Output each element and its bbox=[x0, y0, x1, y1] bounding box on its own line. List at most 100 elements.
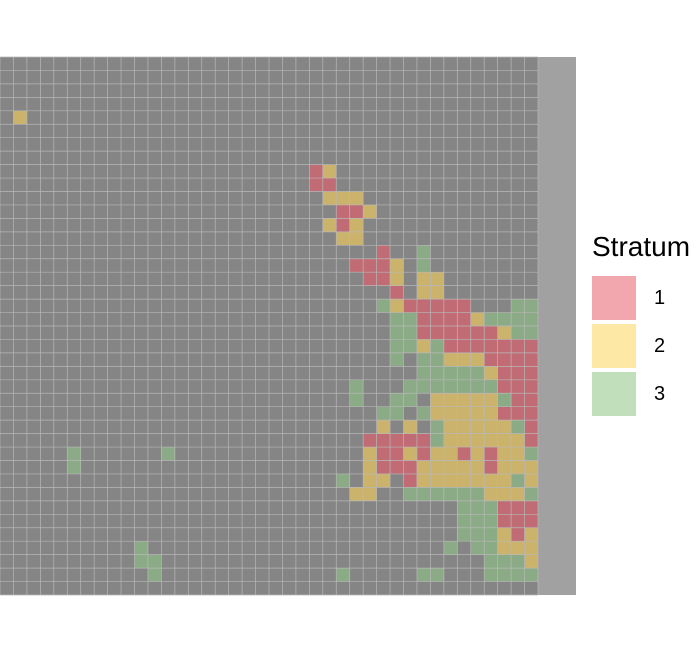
cell-stratum-3 bbox=[524, 312, 538, 326]
cell-stratum-3 bbox=[390, 312, 404, 326]
cell-stratum-2 bbox=[443, 406, 458, 421]
cell-stratum-3 bbox=[470, 500, 485, 515]
cell-stratum-3 bbox=[403, 326, 417, 340]
cell-stratum-1 bbox=[363, 258, 377, 273]
cell-stratum-1 bbox=[497, 352, 512, 367]
cell-stratum-3 bbox=[390, 393, 404, 407]
cell-stratum-3 bbox=[349, 393, 364, 407]
cell-stratum-3 bbox=[349, 379, 364, 394]
cell-stratum-1 bbox=[511, 514, 525, 528]
cell-stratum-1 bbox=[376, 447, 391, 461]
cell-stratum-1 bbox=[416, 326, 431, 340]
cell-stratum-1 bbox=[430, 312, 444, 326]
cell-stratum-1 bbox=[390, 460, 404, 474]
cell-stratum-3 bbox=[484, 527, 498, 542]
cell-stratum-1 bbox=[457, 339, 471, 353]
cell-stratum-3 bbox=[416, 366, 431, 380]
cell-stratum-2 bbox=[497, 473, 512, 488]
cell-stratum-2 bbox=[524, 541, 538, 555]
cell-stratum-2 bbox=[349, 191, 364, 205]
cell-stratum-2 bbox=[470, 447, 485, 461]
cell-stratum-2 bbox=[430, 447, 444, 461]
cell-stratum-3 bbox=[457, 514, 471, 528]
cell-stratum-2 bbox=[416, 285, 431, 300]
cell-stratum-2 bbox=[470, 420, 485, 434]
cell-stratum-2 bbox=[524, 473, 538, 488]
cell-stratum-2 bbox=[430, 406, 444, 421]
cell-stratum-1 bbox=[376, 245, 391, 259]
cell-stratum-2 bbox=[363, 204, 377, 219]
cell-stratum-3 bbox=[470, 527, 485, 542]
cell-stratum-2 bbox=[524, 527, 538, 542]
cell-stratum-3 bbox=[390, 339, 404, 353]
cell-stratum-3 bbox=[416, 258, 431, 273]
cell-stratum-1 bbox=[524, 379, 538, 394]
cell-stratum-1 bbox=[363, 272, 377, 286]
cell-stratum-3 bbox=[497, 554, 512, 569]
cell-stratum-3 bbox=[67, 447, 81, 461]
legend-label-1: 1 bbox=[654, 286, 666, 309]
cell-stratum-3 bbox=[524, 299, 538, 313]
cell-stratum-2 bbox=[470, 433, 485, 448]
cell-stratum-2 bbox=[470, 406, 485, 421]
cell-stratum-1 bbox=[524, 514, 538, 528]
cell-stratum-1 bbox=[416, 447, 431, 461]
cell-stratum-3 bbox=[457, 500, 471, 515]
cell-stratum-1 bbox=[511, 352, 525, 367]
cell-stratum-3 bbox=[470, 514, 485, 528]
cell-stratum-2 bbox=[511, 541, 525, 555]
cell-stratum-2 bbox=[430, 272, 444, 286]
cell-stratum-2 bbox=[390, 258, 404, 273]
legend: Stratum 1 2 3 bbox=[592, 230, 690, 418]
cell-stratum-1 bbox=[336, 204, 350, 219]
cell-stratum-2 bbox=[484, 420, 498, 434]
cell-stratum-3 bbox=[457, 379, 471, 394]
cell-stratum-2 bbox=[430, 285, 444, 300]
cell-stratum-2 bbox=[403, 447, 417, 461]
cell-stratum-1 bbox=[497, 366, 512, 380]
cell-stratum-2 bbox=[403, 420, 417, 434]
cell-stratum-2 bbox=[484, 406, 498, 421]
cell-stratum-1 bbox=[511, 366, 525, 380]
cell-stratum-2 bbox=[497, 447, 512, 461]
cell-stratum-3 bbox=[336, 473, 350, 488]
cell-stratum-3 bbox=[524, 447, 538, 461]
cell-stratum-2 bbox=[497, 326, 512, 340]
cell-stratum-3 bbox=[443, 366, 458, 380]
cell-stratum-1 bbox=[511, 500, 525, 515]
cell-stratum-3 bbox=[457, 487, 471, 501]
legend-item-3: 3 bbox=[592, 370, 690, 418]
cell-stratum-3 bbox=[497, 393, 512, 407]
legend-label-2: 2 bbox=[654, 334, 666, 357]
cell-stratum-2 bbox=[497, 460, 512, 474]
grid-lines bbox=[0, 56, 539, 596]
cell-stratum-3 bbox=[416, 352, 431, 367]
cell-stratum-3 bbox=[430, 420, 444, 434]
cell-stratum-3 bbox=[416, 406, 431, 421]
cell-stratum-1 bbox=[484, 460, 498, 474]
cell-stratum-3 bbox=[497, 312, 512, 326]
cell-stratum-3 bbox=[430, 433, 444, 448]
cell-stratum-1 bbox=[416, 312, 431, 326]
cell-stratum-1 bbox=[416, 433, 431, 448]
legend-title: Stratum bbox=[592, 231, 691, 262]
cell-stratum-1 bbox=[336, 218, 350, 232]
cell-stratum-3 bbox=[484, 379, 498, 394]
cell-stratum-2 bbox=[511, 487, 525, 501]
cell-stratum-1 bbox=[484, 326, 498, 340]
cell-stratum-1 bbox=[443, 299, 458, 313]
cell-stratum-1 bbox=[309, 178, 323, 192]
cell-stratum-1 bbox=[443, 339, 458, 353]
cell-stratum-3 bbox=[161, 447, 175, 461]
cell-stratum-1 bbox=[524, 393, 538, 407]
cell-stratum-1 bbox=[376, 460, 391, 474]
cell-stratum-2 bbox=[363, 487, 377, 501]
cell-stratum-2 bbox=[484, 433, 498, 448]
cell-stratum-2 bbox=[497, 420, 512, 434]
cell-stratum-3 bbox=[430, 568, 444, 582]
cell-stratum-1 bbox=[457, 312, 471, 326]
cell-stratum-2 bbox=[416, 473, 431, 488]
cell-stratum-2 bbox=[457, 406, 471, 421]
cell-stratum-2 bbox=[363, 447, 377, 461]
